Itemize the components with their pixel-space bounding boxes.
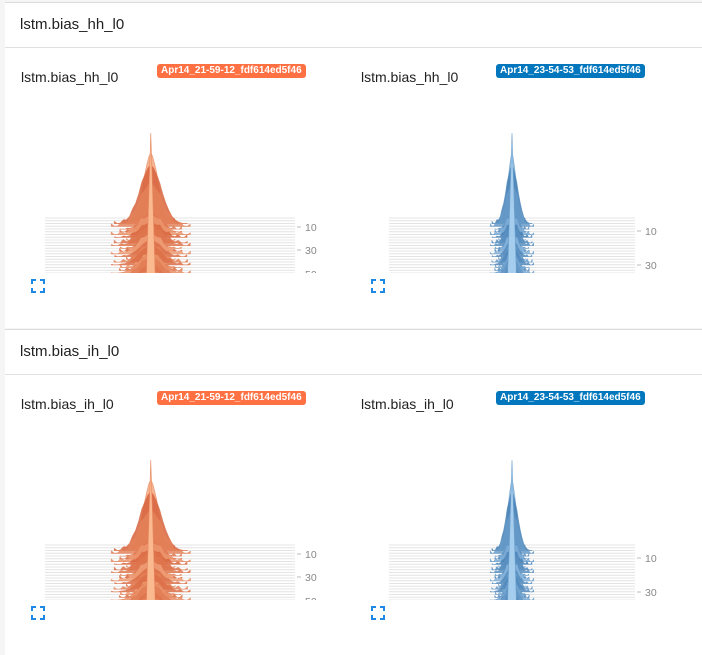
histogram-card: lstm.bias_ih_l0 Apr14_23-54-53_fdf614ed5… [345, 380, 685, 630]
y-tick-label: 50 [305, 269, 317, 273]
histogram-card: lstm.bias_hh_l0 Apr14_21-59-12_fdf614ed5… [5, 53, 345, 303]
expand-icon[interactable] [371, 606, 385, 620]
y-tick-label: 30 [305, 245, 317, 257]
y-tick-label: 30 [305, 572, 317, 584]
y-tick-label: 10 [305, 222, 317, 234]
section-header[interactable]: lstm.bias_ih_l0 [5, 330, 702, 375]
y-tick-label: 30 [645, 587, 657, 599]
card-title: lstm.bias_ih_l0 [361, 396, 454, 412]
histogram-card: lstm.bias_hh_l0 Apr14_23-54-53_fdf614ed5… [345, 53, 685, 303]
section-header[interactable]: lstm.bias_hh_l0 [5, 3, 702, 48]
run-badge: Apr14_21-59-12_fdf614ed5f46 [157, 64, 306, 78]
y-tick-label: 30 [645, 260, 657, 272]
histogram-chart: -0.010-0.006-0.0020.0020.0060.0100.01410… [45, 132, 317, 273]
expand-icon[interactable] [371, 279, 385, 293]
card-title: lstm.bias_hh_l0 [21, 69, 119, 85]
histogram-peak [146, 459, 156, 600]
card-title: lstm.bias_hh_l0 [361, 69, 459, 85]
histogram-section-bias-hh: lstm.bias_hh_l0 lstm.bias_hh_l0 Apr14_21… [5, 2, 702, 328]
histogram-peak [507, 132, 517, 273]
y-tick-label: 10 [645, 226, 657, 238]
run-badge: Apr14_23-54-53_fdf614ed5f46 [496, 391, 645, 405]
y-tick-label: 50 [305, 596, 317, 600]
card-title: lstm.bias_ih_l0 [21, 396, 114, 412]
histogram-chart: -0.010-0.006-0.0020.0020.0060.0100.01410… [45, 459, 317, 600]
histogram-chart: -0.08-0.040.000.040.081030 [389, 132, 657, 273]
expand-icon[interactable] [31, 606, 45, 620]
histogram-peak [507, 459, 517, 600]
expand-icon[interactable] [31, 279, 45, 293]
y-tick-label: 10 [305, 549, 317, 561]
histogram-chart: -0.08-0.040.000.040.081030 [389, 459, 657, 600]
histogram-peak [146, 132, 156, 273]
histogram-card: lstm.bias_ih_l0 Apr14_21-59-12_fdf614ed5… [5, 380, 345, 630]
histogram-section-bias-ih: lstm.bias_ih_l0 lstm.bias_ih_l0 Apr14_21… [5, 329, 702, 655]
run-badge: Apr14_21-59-12_fdf614ed5f46 [157, 391, 306, 405]
run-badge: Apr14_23-54-53_fdf614ed5f46 [496, 64, 645, 78]
y-tick-label: 10 [645, 553, 657, 565]
